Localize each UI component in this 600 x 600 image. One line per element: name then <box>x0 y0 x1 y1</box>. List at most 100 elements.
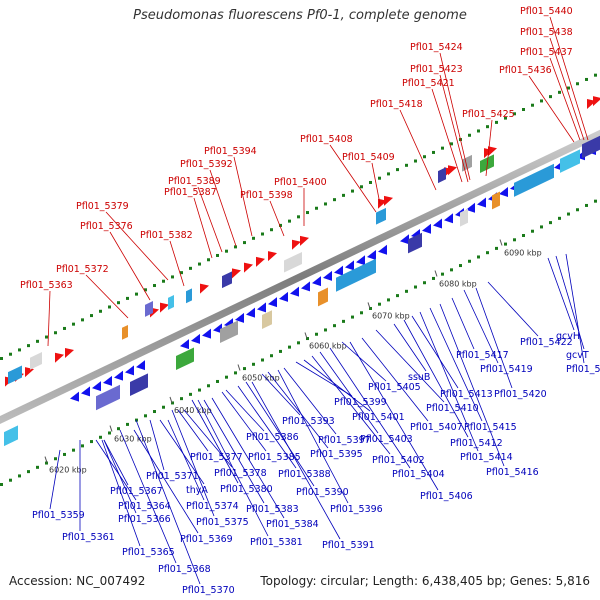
scale-tick <box>499 239 503 246</box>
forward-gene-label: Pfl01_5438 <box>520 27 573 38</box>
scale-ring-dot <box>351 315 354 319</box>
scale-ring-dot <box>324 202 327 206</box>
scale-ring-dot <box>180 397 183 401</box>
forward-gene-leader <box>109 231 151 301</box>
reverse-gene-label: Pfl01_5404 <box>392 469 445 480</box>
scale-ring-dot <box>351 189 354 193</box>
reverse-gene-label: Pfl01_5374 <box>186 501 239 512</box>
reverse-gene-leader <box>463 289 499 364</box>
scale-ring-dot <box>567 212 570 216</box>
forward-gene-label: Pfl01_5398 <box>240 190 293 201</box>
scale-ring-dot <box>252 362 255 366</box>
reverse-gene-label: Pfl01_5399 <box>334 397 387 408</box>
scale-ring-dot <box>36 339 39 343</box>
reverse-gene-arrow <box>356 255 365 266</box>
scale-ring-dot <box>558 90 561 94</box>
scale-ring-dot <box>90 440 93 444</box>
reverse-gene-label: Pfl01_5377 <box>190 452 243 463</box>
forward-gene-leader <box>269 200 285 237</box>
reverse-gene-block <box>408 232 422 254</box>
scale-ring-dot <box>126 296 129 300</box>
forward-gene-block <box>222 271 232 289</box>
reverse-gene-arrow <box>323 270 332 281</box>
reverse-gene-block <box>4 425 18 447</box>
reverse-gene-label: Pfl01_5416 <box>486 467 539 478</box>
reverse-gene-label: Pfl01_5395 <box>310 449 363 460</box>
reverse-gene-label: gcvH <box>556 331 580 342</box>
reverse-gene-arrow <box>213 323 222 334</box>
reverse-gene-label: Pfl01_5371 <box>146 471 199 482</box>
reverse-gene-block <box>336 258 376 292</box>
forward-gene-block <box>145 301 153 317</box>
scale-tick-label: 6050 kbp <box>242 373 280 382</box>
scale-ring-dot <box>216 379 219 383</box>
scale-ring-dot <box>216 253 219 257</box>
scale-ring-dot <box>63 452 66 456</box>
scale-ring-dot <box>81 318 84 322</box>
reverse-gene-label: Pfl01_5415 <box>464 422 517 433</box>
scale-ring-dot <box>585 77 588 81</box>
scale-ring-dot <box>9 478 12 482</box>
reverse-gene-leader <box>251 381 341 540</box>
scale-ring-dot <box>486 125 489 129</box>
reverse-gene-arrow <box>444 213 453 224</box>
scale-ring-dot <box>225 375 228 379</box>
forward-gene-leader <box>549 57 581 141</box>
reverse-gene-label: Pfl01_5405 <box>368 382 421 393</box>
reverse-gene-block <box>514 163 554 197</box>
forward-gene-label: Pfl01_5372 <box>56 264 109 275</box>
reverse-gene-arrow <box>191 333 200 344</box>
forward-gene-block <box>30 351 42 370</box>
scale-tick <box>367 302 371 309</box>
scale-ring-dot <box>450 142 453 146</box>
reverse-gene-arrow <box>257 302 266 313</box>
scale-tick-label: 6060 kbp <box>309 342 347 351</box>
forward-gene-arrow <box>232 268 241 279</box>
scale-ring-dot <box>189 266 192 270</box>
scale-ring-dot <box>72 448 75 452</box>
scale-ring-dot <box>432 276 435 280</box>
reverse-gene-block <box>130 373 148 396</box>
reverse-gene-block <box>262 310 272 330</box>
scale-ring-dot <box>369 180 372 184</box>
forward-gene-arrow <box>200 283 209 294</box>
forward-gene-arrow <box>300 235 309 246</box>
reverse-gene-leader <box>119 429 177 564</box>
scale-ring-dot <box>153 284 156 288</box>
scale-ring-dot <box>18 474 21 478</box>
reverse-gene-leader <box>411 315 459 389</box>
forward-gene-label: Pfl01_5400 <box>274 177 327 188</box>
scale-ring-dot <box>477 129 480 133</box>
forward-gene-label: Pfl01_5440 <box>520 6 573 17</box>
scale-ring-dot <box>522 234 525 238</box>
scale-ring-dot <box>549 221 552 225</box>
scale-ring-dot <box>90 314 93 318</box>
scale-ring-dot <box>99 309 102 313</box>
backbone-bar <box>0 129 600 425</box>
reverse-gene-block <box>96 384 120 411</box>
scale-ring-dot <box>522 108 525 112</box>
forward-gene-leader <box>371 162 381 205</box>
scale-ring-dot <box>378 176 381 180</box>
reverse-gene-leader <box>341 341 387 382</box>
scale-tick <box>169 396 173 404</box>
forward-gene-arrow <box>244 262 253 273</box>
forward-gene-label: Pfl01_5425 <box>462 109 515 120</box>
scale-ring-dot <box>288 219 291 223</box>
scale-ring-dot <box>432 150 435 154</box>
scale-ring-dot <box>441 146 444 150</box>
scale-ring-dot <box>99 435 102 439</box>
scale-ring-dot <box>171 401 174 405</box>
scale-ring-dot <box>558 216 561 220</box>
reverse-gene-leader <box>203 399 265 504</box>
scale-ring-dot <box>315 332 318 336</box>
reverse-gene-label: Pfl01_5359 <box>32 510 85 521</box>
forward-gene-leader <box>399 109 437 191</box>
scale-ring-dot <box>135 292 138 296</box>
forward-gene-label: Pfl01_5382 <box>140 230 193 241</box>
scale-ring-dot <box>162 279 165 283</box>
reverse-gene-leader <box>103 439 137 514</box>
reverse-gene-leader <box>225 389 265 432</box>
scale-ring-dot <box>495 120 498 124</box>
scale-tick-label: 6070 kbp <box>372 311 410 320</box>
